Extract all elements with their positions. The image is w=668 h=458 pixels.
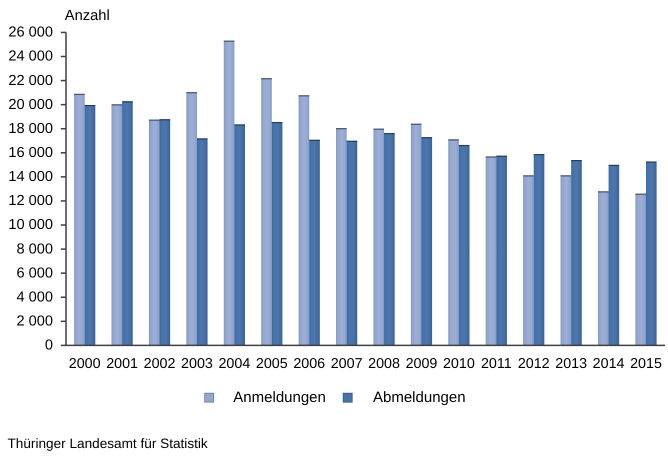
svg-text:Anzahl: Anzahl: [65, 8, 110, 24]
svg-text:2000: 2000: [69, 356, 101, 372]
svg-text:2015: 2015: [630, 356, 662, 372]
svg-text:22 000: 22 000: [8, 73, 53, 89]
svg-text:14 000: 14 000: [8, 169, 53, 185]
svg-text:2010: 2010: [443, 356, 475, 372]
svg-text:2003: 2003: [181, 356, 213, 372]
svg-text:18 000: 18 000: [8, 121, 53, 137]
svg-text:2 000: 2 000: [16, 314, 53, 330]
svg-text:16 000: 16 000: [8, 145, 53, 161]
svg-text:2008: 2008: [368, 356, 400, 372]
svg-text:Anmeldungen: Anmeldungen: [233, 389, 326, 406]
svg-text:6 000: 6 000: [16, 265, 53, 281]
svg-text:2001: 2001: [106, 356, 138, 372]
svg-text:26 000: 26 000: [8, 25, 53, 41]
svg-text:2007: 2007: [331, 356, 363, 372]
svg-text:8 000: 8 000: [16, 241, 53, 257]
svg-text:2006: 2006: [293, 356, 325, 372]
svg-text:2005: 2005: [256, 356, 288, 372]
svg-text:10 000: 10 000: [8, 217, 53, 233]
svg-text:2014: 2014: [593, 356, 625, 372]
svg-text:12 000: 12 000: [8, 193, 53, 209]
svg-text:2012: 2012: [518, 356, 550, 372]
svg-text:2011: 2011: [481, 356, 512, 372]
svg-text:2009: 2009: [406, 356, 438, 372]
svg-text:2013: 2013: [555, 356, 587, 372]
svg-text:4 000: 4 000: [16, 289, 53, 305]
svg-text:24 000: 24 000: [8, 49, 53, 65]
svg-text:2004: 2004: [218, 356, 250, 372]
svg-text:20 000: 20 000: [8, 97, 53, 113]
svg-text:Abmeldungen: Abmeldungen: [373, 389, 466, 406]
svg-text:2002: 2002: [144, 356, 176, 372]
svg-text:0: 0: [45, 338, 53, 354]
svg-text:Thüringer Landesamt für Statis: Thüringer Landesamt für Statistik: [8, 436, 208, 451]
